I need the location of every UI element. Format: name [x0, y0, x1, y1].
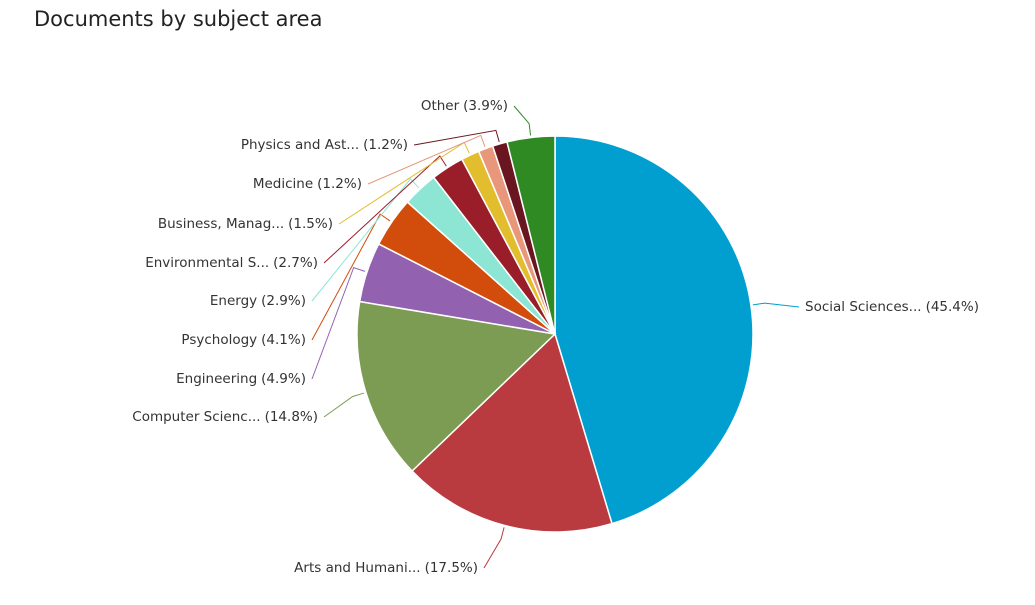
- category-label: Psychology: [181, 332, 257, 348]
- pie-slice: [506, 135, 556, 335]
- category-label: Environmental S...: [145, 255, 269, 271]
- value-label: (14.8%): [265, 409, 318, 425]
- value-label: (2.9%): [261, 293, 306, 309]
- slice-label: Physics and Ast... (1.2%): [241, 137, 408, 153]
- value-label: (1.2%): [363, 137, 408, 153]
- category-label: Energy: [210, 293, 257, 309]
- leader-line: [323, 392, 365, 418]
- leader-line: [311, 178, 420, 302]
- slice-label: Energy (2.9%): [210, 293, 306, 309]
- value-label: (1.5%): [288, 216, 333, 232]
- value-label: (1.2%): [317, 176, 362, 192]
- value-label: (4.9%): [261, 371, 306, 387]
- leader-line: [483, 527, 505, 569]
- leader-line: [752, 302, 800, 308]
- value-label: (45.4%): [926, 299, 979, 315]
- value-label: (2.7%): [273, 255, 318, 271]
- slice-label: Social Sciences... (45.4%): [805, 299, 979, 315]
- slice-label: Psychology (4.1%): [181, 332, 306, 348]
- slice-label: Environmental S... (2.7%): [145, 255, 318, 271]
- pie-slice: [554, 135, 754, 525]
- category-label: Computer Scienc...: [132, 409, 260, 425]
- leader-line: [311, 213, 391, 341]
- category-label: Other: [421, 98, 460, 114]
- category-label: Social Sciences...: [805, 299, 922, 315]
- leader-line: [367, 134, 486, 185]
- value-label: (4.1%): [261, 332, 306, 348]
- slice-label: Other (3.9%): [421, 98, 508, 114]
- category-label: Business, Manag...: [158, 216, 284, 232]
- value-label: (3.9%): [463, 98, 508, 114]
- category-label: Physics and Ast...: [241, 137, 359, 153]
- pie-slice: [410, 332, 613, 533]
- chart-title: Documents by subject area: [34, 7, 322, 31]
- leader-line: [513, 105, 532, 136]
- slice-label: Computer Scienc... (14.8%): [132, 409, 318, 425]
- leader-line: [311, 266, 366, 380]
- slice-label: Engineering (4.9%): [176, 371, 306, 387]
- category-label: Medicine: [253, 176, 313, 192]
- value-label: (17.5%): [425, 560, 478, 576]
- pie-slice: [356, 300, 557, 473]
- leader-line: [323, 155, 447, 264]
- category-label: Arts and Humani...: [294, 560, 420, 576]
- slice-label: Arts and Humani... (17.5%): [294, 560, 478, 576]
- category-label: Engineering: [176, 371, 257, 387]
- slice-label: Medicine (1.2%): [253, 176, 362, 192]
- leader-line: [413, 129, 500, 146]
- slice-label: Business, Manag... (1.5%): [158, 216, 333, 232]
